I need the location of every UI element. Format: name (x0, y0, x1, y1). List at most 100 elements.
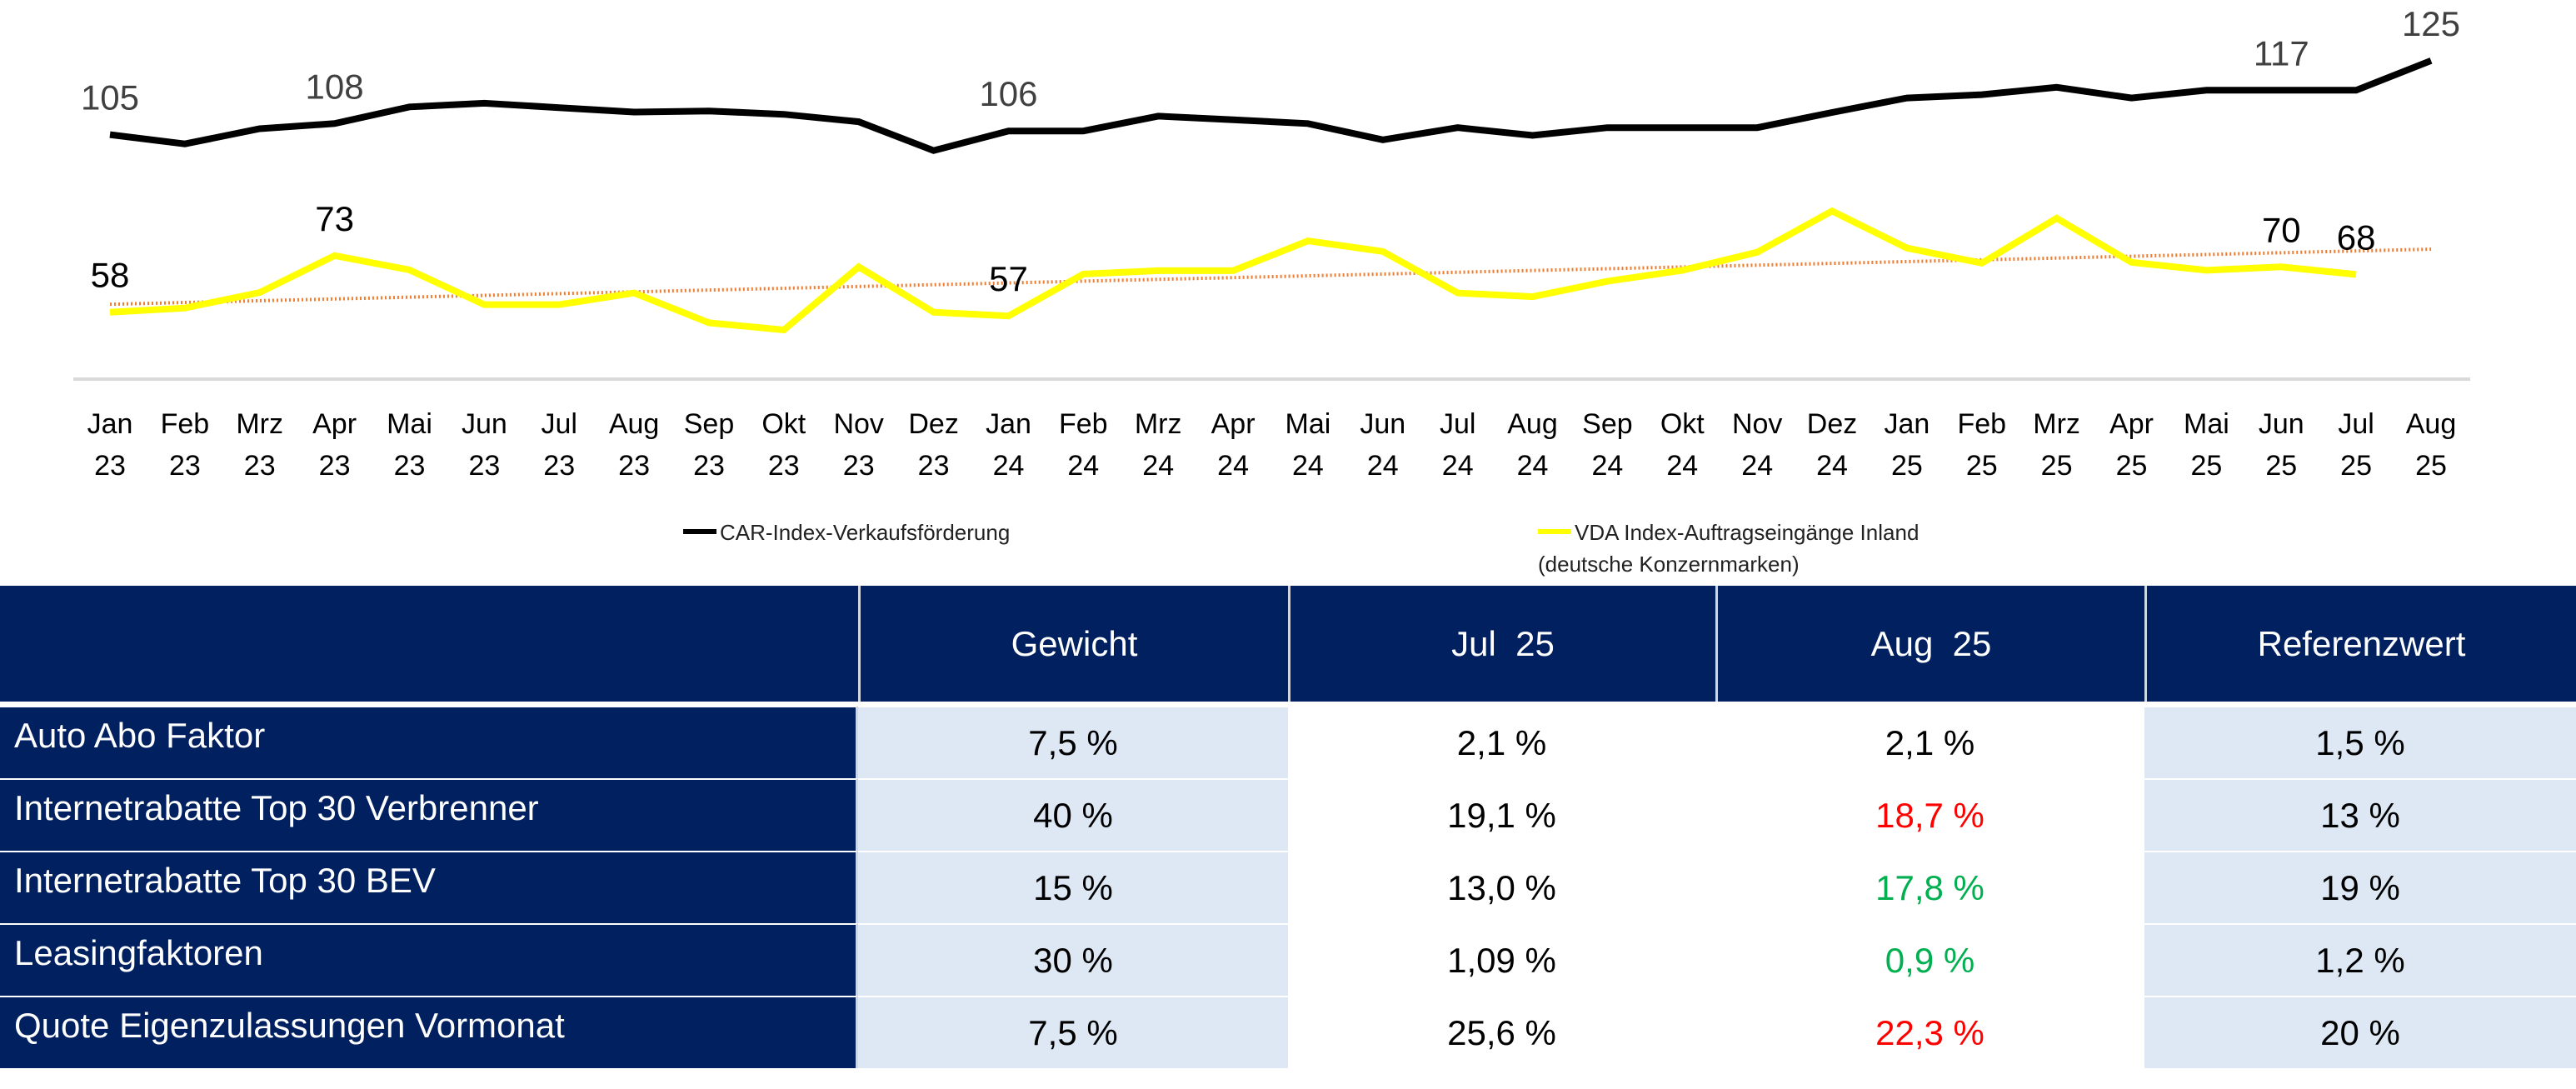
legend-item-vda-index: VDA Index-Auftragseingänge Inland (deuts… (1538, 517, 1919, 580)
x-tick-label-month: Jun (1360, 408, 1405, 440)
x-tick-label-month: Sep (1582, 408, 1633, 440)
legend-label-vda-index-line2: (deutsche Konzernmarken) (1538, 548, 1919, 580)
x-tick-label-year: 24 (1591, 450, 1623, 482)
vda-index-series-line (109, 207, 2357, 334)
table-gap-row (0, 702, 2576, 706)
row-label: Internetrabatte Top 30 BEV (0, 851, 858, 923)
x-tick-label-month: Apr (2109, 408, 2154, 440)
x-tick-label-year: 23 (169, 450, 201, 482)
x-tick-label-year: 25 (2415, 450, 2447, 482)
x-tick-label-month: Feb (1958, 408, 2007, 440)
car-index-data-label: 106 (979, 74, 1037, 113)
cell-aug: 0,9 % (1715, 923, 2144, 996)
cell-aug: 22,3 % (1715, 996, 2144, 1068)
x-tick-label-month: Dez (1807, 408, 1857, 440)
x-tick-label-year: 23 (543, 450, 575, 482)
chart-svg: 105 108 106 117 125 58 73 57 70 68 Jan 23 Feb 23 Mrz 2… (73, 4, 2470, 482)
vda-index-data-label: 70 (2262, 210, 2301, 249)
cell-aug: 18,7 % (1715, 778, 2144, 851)
x-tick-label-month: Okt (761, 408, 806, 440)
cell-aug: 17,8 % (1715, 851, 2144, 923)
table-body: Auto Abo Faktor 7,5 % 2,1 % 2,1 % 1,5 % Inter… (0, 702, 2576, 1068)
x-tick-label-month: Dez (908, 408, 958, 440)
x-tick-label-year: 24 (1816, 450, 1848, 482)
x-tick-label-month: Jul (541, 408, 577, 440)
car-index-data-label: 108 (306, 67, 364, 106)
x-tick-label-month: Nov (1732, 408, 1782, 440)
x-tick-label-month: Nov (833, 408, 883, 440)
header-cell-gewicht: Gewicht (858, 586, 1288, 702)
data-labels-layer: 105 108 106 117 125 58 73 57 70 68 (81, 4, 2460, 298)
cell-referenz: 1,2 % (2144, 923, 2576, 996)
x-tick-label-year: 25 (2116, 450, 2148, 482)
row-label: Auto Abo Faktor (0, 706, 858, 778)
cell-gewicht: 40 % (858, 778, 1288, 851)
x-tick-label-year: 24 (1442, 450, 1474, 482)
x-tick-label-year: 24 (1217, 450, 1249, 482)
car-index-series-line (109, 57, 2433, 154)
x-tick-label-month: Jan (986, 408, 1031, 440)
x-tick-label-year: 23 (693, 450, 725, 482)
x-tick-label-month: Jul (1440, 408, 1475, 440)
cell-jul: 1,09 % (1288, 923, 1715, 996)
x-tick-label-year: 23 (319, 450, 351, 482)
gap-cell (0, 702, 2576, 706)
x-tick-label-month: Feb (1059, 408, 1108, 440)
cell-referenz: 20 % (2144, 996, 2576, 1068)
header-cell-jul-25: Jul 25 (1288, 586, 1715, 702)
x-tick-label-year: 23 (768, 450, 800, 482)
cell-gewicht: 7,5 % (858, 706, 1288, 778)
cell-aug: 2,1 % (1715, 706, 2144, 778)
row-label: Internetrabatte Top 30 Verbrenner (0, 778, 858, 851)
x-tick-label-year: 23 (94, 450, 126, 482)
x-tick-label-year: 25 (2190, 450, 2222, 482)
cell-gewicht: 30 % (858, 923, 1288, 996)
kpi-table: Gewicht Jul 25 Aug 25 Referenzwert Auto … (0, 586, 2576, 1068)
x-tick-label-month: Aug (1507, 408, 1558, 440)
x-tick-label-year: 25 (2265, 450, 2297, 482)
vda-index-data-label: 58 (91, 256, 130, 295)
vda-index-data-label: 68 (2337, 217, 2376, 257)
x-tick-label-year: 23 (918, 450, 950, 482)
x-tick-label-year: 25 (1891, 450, 1923, 482)
x-tick-label-month: Jan (1884, 408, 1930, 440)
x-tick-label-year: 24 (1292, 450, 1324, 482)
x-tick-label-year: 24 (993, 450, 1025, 482)
x-tick-label-month: Mai (2184, 408, 2229, 440)
x-tick-label-month: Mai (1286, 408, 1331, 440)
cell-referenz: 13 % (2144, 778, 2576, 851)
x-tick-label-month: Jan (87, 408, 133, 440)
x-tick-label-year: 24 (1517, 450, 1549, 482)
table-row: Quote Eigenzulassungen Vormonat 7,5 % 25,6… (0, 996, 2576, 1068)
car-index-data-label: 105 (81, 78, 139, 117)
table-row: Auto Abo Faktor 7,5 % 2,1 % 2,1 % 1,5 % (0, 706, 2576, 778)
header-cell-referenzwert: Referenzwert (2144, 586, 2576, 702)
x-tick-label-month: Feb (161, 408, 210, 440)
header-cell-empty (0, 586, 858, 702)
vda-index-data-label: 73 (315, 199, 354, 238)
x-tick-label-month: Mai (387, 408, 432, 440)
legend-swatch-black (683, 529, 716, 535)
car-index-data-label: 117 (2254, 33, 2309, 72)
x-tick-label-year: 23 (618, 450, 650, 482)
x-tick-label-year: 24 (1142, 450, 1174, 482)
x-tick-label-year: 25 (2340, 450, 2372, 482)
legend-label-vda-index-line2-text: (deutsche Konzernmarken) (1538, 552, 1800, 577)
table-row: Internetrabatte Top 30 BEV 15 % 13,0 % 17,8… (0, 851, 2576, 923)
x-tick-label-year: 23 (394, 450, 426, 482)
x-tick-label-month: Okt (1660, 408, 1705, 440)
x-axis-tick-labels: Jan 23 Feb 23 Mrz 23 Apr 23 Mai 23 Jun 23 Jul 23 Aug 23… (87, 408, 2457, 482)
x-tick-label-year: 24 (1666, 450, 1698, 482)
cell-gewicht: 7,5 % (858, 996, 1288, 1068)
x-tick-label-month: Apr (312, 408, 357, 440)
x-tick-label-month: Jul (2338, 408, 2374, 440)
row-label: Quote Eigenzulassungen Vormonat (0, 996, 858, 1068)
car-index-data-label: 125 (2402, 4, 2460, 43)
legend-item-car-index: CAR-Index-Verkaufsförderung (683, 517, 1010, 548)
cell-jul: 25,6 % (1288, 996, 1715, 1068)
x-tick-label-year: 24 (1367, 450, 1399, 482)
x-tick-label-month: Jun (2259, 408, 2304, 440)
x-tick-label-month: Mrz (236, 408, 283, 440)
row-label: Leasingfaktoren (0, 923, 858, 996)
cell-jul: 13,0 % (1288, 851, 1715, 923)
